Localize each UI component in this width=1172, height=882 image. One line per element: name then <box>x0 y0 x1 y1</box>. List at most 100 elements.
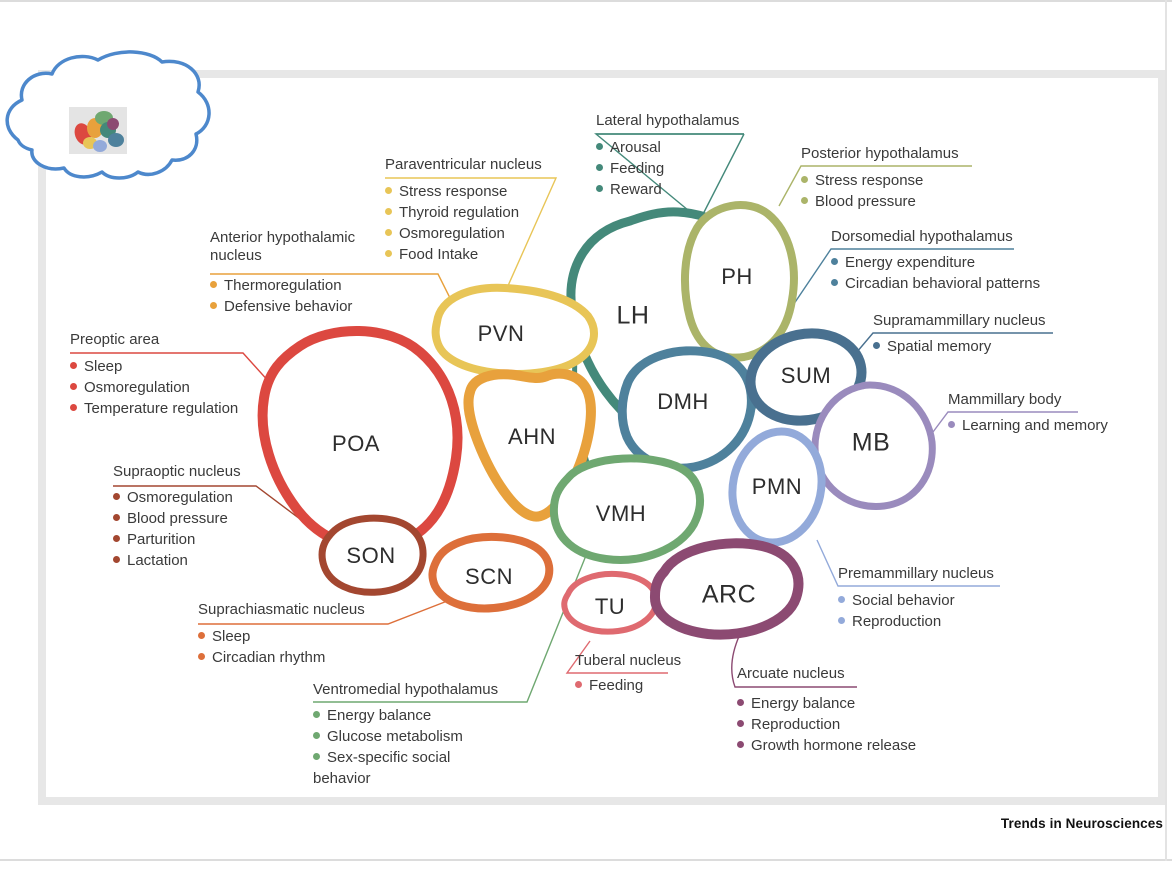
bullet-icon <box>210 281 217 288</box>
function-item: Lactation <box>113 550 241 571</box>
function-item: Temperature regulation <box>70 398 238 419</box>
function-item: Parturition <box>113 529 241 550</box>
bullet-icon <box>70 404 77 411</box>
bullet-icon <box>838 596 845 603</box>
note-title: Ventromedial hypothalamus <box>313 681 499 698</box>
blob-arc <box>650 538 804 640</box>
bullet-icon <box>385 208 392 215</box>
note-arcuate-nucleus: Arcuate nucleus Energy balance Reproduct… <box>737 665 916 756</box>
function-item: Social behavior <box>838 590 994 611</box>
bullet-icon <box>210 302 217 309</box>
function-item: Feeding <box>596 158 739 179</box>
note-title: Tuberal nucleus <box>575 652 682 669</box>
function-item: Feeding <box>575 675 681 696</box>
region-label-ahn: AHN <box>508 424 556 449</box>
function-item: Glucose metabolism <box>313 726 503 747</box>
blob-tu <box>561 570 660 635</box>
bullet-icon <box>831 258 838 265</box>
bullet-icon <box>737 741 744 748</box>
function-item: Energy balance <box>313 705 503 726</box>
function-item: Osmoregulation <box>385 223 542 244</box>
function-item: Blood pressure <box>113 508 241 529</box>
note-paraventricular-nucleus: Paraventricular nucleus Stress response … <box>385 156 542 265</box>
note-anterior-hypothalamic-nucleus: Anterior hypothalamic nucleus Thermoregu… <box>210 229 410 317</box>
region-label-son: SON <box>346 543 396 568</box>
bullet-icon <box>737 699 744 706</box>
region-label-mb: MB <box>851 428 891 457</box>
region-label-ph: PH <box>721 264 753 289</box>
connector-scn <box>198 597 456 625</box>
function-item: Spatial memory <box>873 336 1046 357</box>
bullet-icon <box>313 732 320 739</box>
function-item: Sex-specific social behavior <box>313 749 451 787</box>
bullet-icon <box>385 250 392 257</box>
connector-ph <box>778 165 972 207</box>
note-title: Posterior hypothalamus <box>801 145 959 162</box>
bullet-icon <box>313 753 320 760</box>
bullet-icon <box>596 185 603 192</box>
bullet-icon <box>198 653 205 660</box>
region-label-lh: LH <box>616 301 650 330</box>
right-edge-line <box>1165 0 1167 861</box>
function-item: Osmoregulation <box>113 487 241 508</box>
blob-son <box>318 514 427 596</box>
blob-pvn <box>431 283 598 378</box>
nucleus-blobs <box>257 201 936 640</box>
blob-vmh <box>549 454 704 564</box>
function-item: Sleep <box>198 626 365 647</box>
bullet-icon <box>113 514 120 521</box>
note-title: Lateral hypothalamus <box>596 112 740 129</box>
note-title: Supraoptic nucleus <box>113 463 241 480</box>
function-item: Energy balance <box>737 693 916 714</box>
note-posterior-hypothalamus: Posterior hypothalamus Stress response B… <box>801 145 959 212</box>
bullet-icon <box>596 143 603 150</box>
note-suprachiasmatic-nucleus: Suprachiasmatic nucleus Sleep Circadian … <box>198 601 365 668</box>
function-item: Energy expenditure <box>831 252 1040 273</box>
function-item: Food Intake <box>385 244 542 265</box>
function-item: Arousal <box>596 137 739 158</box>
function-item: Reproduction <box>838 611 994 632</box>
connector-tu <box>565 640 668 674</box>
note-title: Mammillary body <box>948 391 1062 408</box>
bullet-icon <box>313 711 320 718</box>
note-mammillary-body: Mammillary body Learning and memory <box>948 391 1108 436</box>
bullet-icon <box>801 176 808 183</box>
bullet-icon <box>113 535 120 542</box>
note-ventromedial-hypothalamus: Ventromedial hypothalamus Energy balance… <box>313 681 503 789</box>
region-label-pvn: PVN <box>477 321 525 346</box>
function-item: Thermoregulation <box>210 275 410 296</box>
region-label-vmh: VMH <box>595 501 647 526</box>
blob-ph <box>680 201 798 362</box>
bullet-icon <box>113 556 120 563</box>
note-title: Paraventricular nucleus <box>385 156 542 173</box>
note-title: Anterior hypothalamic nucleus <box>210 229 356 264</box>
bullet-icon <box>948 421 955 428</box>
note-title: Arcuate nucleus <box>737 665 845 682</box>
note-lateral-hypothalamus: Lateral hypothalamus Arousal Feeding Rew… <box>596 112 739 200</box>
region-label-tu: TU <box>594 594 626 619</box>
note-title: Dorsomedial hypothalamus <box>831 228 1013 245</box>
bullet-icon <box>385 229 392 236</box>
function-item: Reproduction <box>737 714 916 735</box>
connector-pmn <box>816 539 1000 587</box>
bullet-icon <box>596 164 603 171</box>
note-premammillary-nucleus: Premammillary nucleus Social behavior Re… <box>838 565 994 632</box>
bullet-icon <box>385 187 392 194</box>
region-label-arc: ARC <box>701 580 757 609</box>
bullet-icon <box>838 617 845 624</box>
note-supramammillary-nucleus: Supramammillary nucleus Spatial memory <box>873 312 1046 357</box>
brain-inset <box>5 50 211 180</box>
note-preoptic-area: Preoptic area Sleep Osmoregulation Tempe… <box>70 331 238 419</box>
function-item: Thyroid regulation <box>385 202 542 223</box>
bullet-icon <box>70 383 77 390</box>
region-label-sum: SUM <box>780 363 832 388</box>
top-divider <box>0 0 1172 2</box>
function-item: Reward <box>596 179 739 200</box>
note-title: Preoptic area <box>70 331 160 348</box>
function-item: Growth hormone release <box>737 735 916 756</box>
note-title: Suprachiasmatic nucleus <box>198 601 365 618</box>
function-item: Sleep <box>70 356 238 377</box>
blob-scn <box>428 532 554 613</box>
function-item: Stress response <box>801 170 959 191</box>
note-tuberal-nucleus: Tuberal nucleus Feeding <box>575 652 681 696</box>
